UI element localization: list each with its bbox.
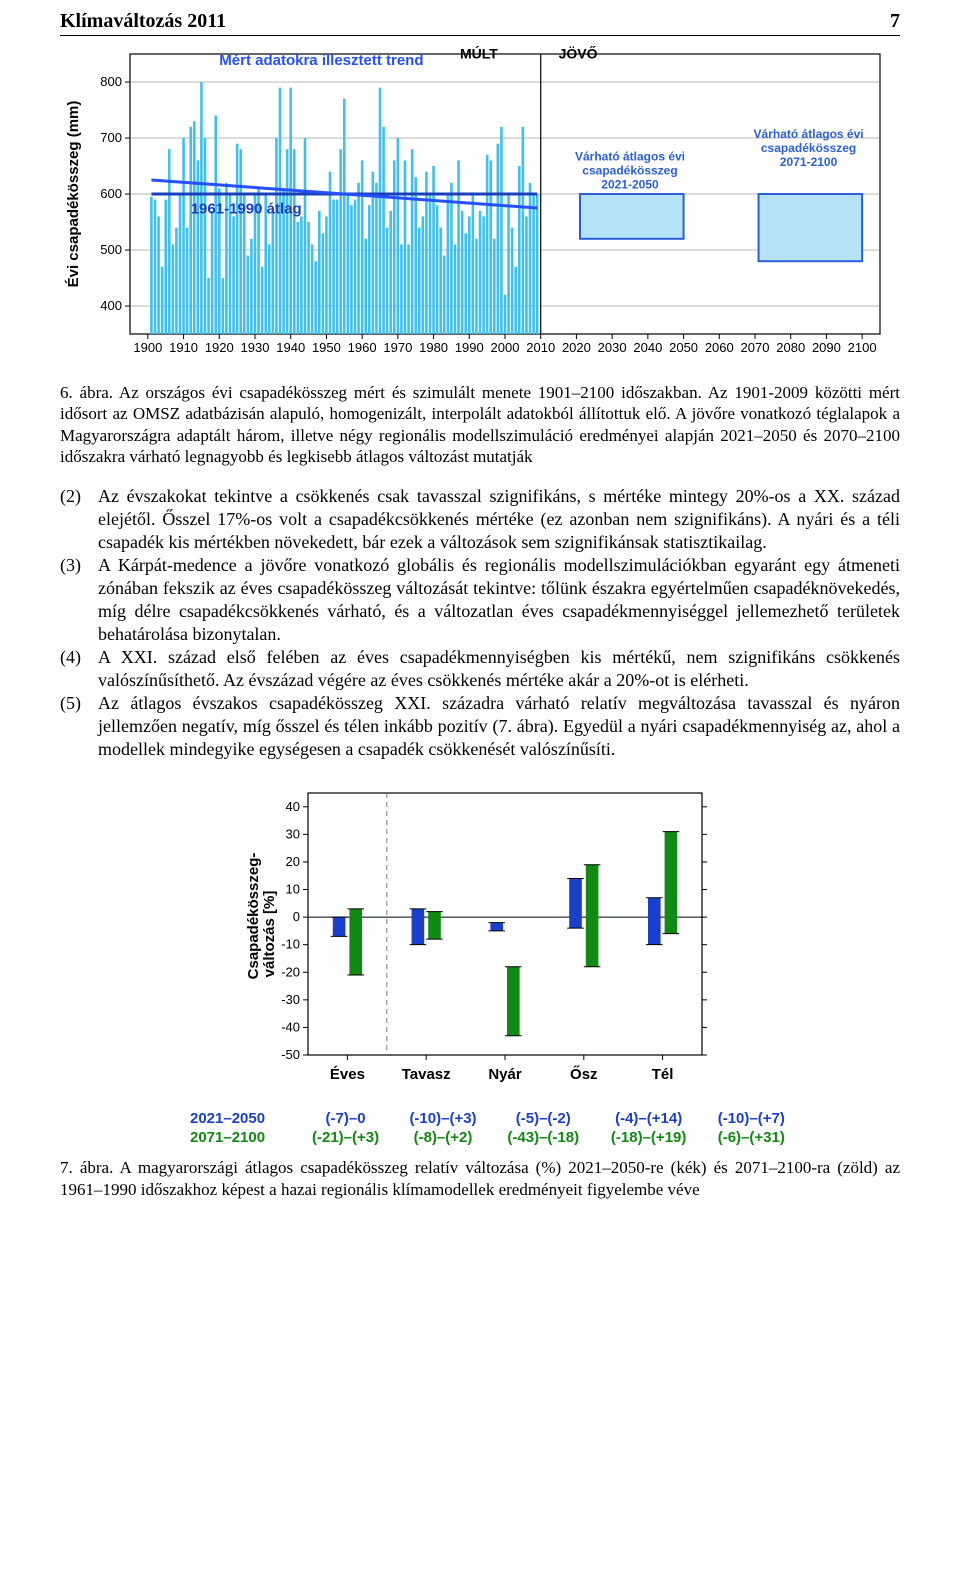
numbered-paragraph: (5)Az átlagos évszakos csapadékösszeg XX…	[60, 692, 900, 761]
svg-text:2050: 2050	[669, 340, 698, 355]
svg-text:20: 20	[286, 854, 300, 869]
svg-text:1990: 1990	[455, 340, 484, 355]
svg-text:400: 400	[100, 298, 122, 313]
range-row-label: 2021–2050	[160, 1109, 297, 1128]
svg-text:Tavasz: Tavasz	[402, 1066, 451, 1083]
svg-text:2000: 2000	[491, 340, 520, 355]
svg-text:1910: 1910	[169, 340, 198, 355]
svg-text:2070: 2070	[741, 340, 770, 355]
svg-text:MÚLT: MÚLT	[460, 44, 498, 61]
numbered-paragraph: (2)Az évszakokat tekintve a csökkenés cs…	[60, 485, 900, 554]
range-row: 2021–2050(-7)–0(-10)–(+3)(-5)–(-2)(-4)–(…	[160, 1109, 800, 1128]
svg-text:2071-2100: 2071-2100	[780, 155, 838, 169]
svg-text:1970: 1970	[383, 340, 412, 355]
precipitation-timeseries-chart: 400 500 600 700 800 1900 1910 1920 1930 1940 1950 1…	[60, 44, 900, 374]
svg-text:Tél: Tél	[652, 1066, 674, 1083]
svg-text:-30: -30	[281, 992, 300, 1007]
svg-text:2080: 2080	[776, 340, 805, 355]
svg-text:Éves: Éves	[330, 1066, 365, 1083]
figure-7-caption: 7. ábra. A magyarországi átlagos csapadé…	[60, 1157, 900, 1200]
range-cell: (-4)–(+14)	[595, 1109, 703, 1128]
svg-text:csapadékösszeg: csapadékösszeg	[761, 141, 856, 155]
svg-text:1960: 1960	[348, 340, 377, 355]
svg-text:30: 30	[286, 827, 300, 842]
svg-text:600: 600	[100, 186, 122, 201]
range-cell: (-18)–(+19)	[595, 1128, 703, 1147]
header-title: Klímaváltozás 2011	[60, 10, 226, 33]
main-body-text: (2)Az évszakokat tekintve a csökkenés cs…	[60, 485, 900, 761]
svg-text:2030: 2030	[598, 340, 627, 355]
numbered-paragraph: (3)A Kárpát-medence a jövőre vonatkozó g…	[60, 554, 900, 646]
range-row: 2071–2100(-21)–(+3)(-8)–(+2)(-43)–(-18)(…	[160, 1128, 800, 1147]
svg-text:40: 40	[286, 799, 300, 814]
range-row-label: 2071–2100	[160, 1128, 297, 1147]
svg-text:JÖVŐ: JÖVŐ	[559, 44, 598, 61]
seasonal-range-table: 2021–2050(-7)–0(-10)–(+3)(-5)–(-2)(-4)–(…	[160, 1109, 800, 1147]
svg-text:500: 500	[100, 242, 122, 257]
svg-text:Várható átlagos évi: Várható átlagos évi	[575, 149, 685, 163]
range-cell: (-10)–(+3)	[394, 1109, 491, 1128]
svg-text:-50: -50	[281, 1047, 300, 1062]
svg-text:1940: 1940	[276, 340, 305, 355]
svg-text:0: 0	[293, 909, 300, 924]
svg-text:1980: 1980	[419, 340, 448, 355]
svg-text:2010: 2010	[526, 340, 555, 355]
svg-text:1930: 1930	[241, 340, 270, 355]
svg-text:2060: 2060	[705, 340, 734, 355]
svg-text:Mért adatokra illesztett trend: Mért adatokra illesztett trend	[219, 52, 423, 69]
svg-text:1900: 1900	[133, 340, 162, 355]
range-cell: (-43)–(-18)	[492, 1128, 595, 1147]
range-cell: (-8)–(+2)	[394, 1128, 491, 1147]
svg-text:változás [%]: változás [%]	[261, 891, 278, 978]
svg-text:Várható átlagos évi: Várható átlagos évi	[754, 127, 864, 141]
svg-text:Csapadékösszeg-: Csapadékösszeg-	[245, 853, 262, 980]
svg-text:Évi csapadékösszeg (mm): Évi csapadékösszeg (mm)	[65, 101, 82, 288]
svg-text:1920: 1920	[205, 340, 234, 355]
svg-text:10: 10	[286, 882, 300, 897]
paragraph-number: (4)	[60, 646, 98, 692]
svg-text:2100: 2100	[848, 340, 877, 355]
paragraph-text: A Kárpát-medence a jövőre vonatkozó glob…	[98, 554, 900, 646]
paragraph-text: Az átlagos évszakos csapadékösszeg XXI. …	[98, 692, 900, 761]
svg-text:-10: -10	[281, 937, 300, 952]
svg-text:1950: 1950	[312, 340, 341, 355]
paragraph-number: (2)	[60, 485, 98, 554]
svg-text:2021-2050: 2021-2050	[601, 177, 659, 191]
paragraph-number: (3)	[60, 554, 98, 646]
svg-text:2040: 2040	[633, 340, 662, 355]
seasonal-change-chart: -50 -40 -30 -20 -10 0 10 20 30 40 Éves Tavasz Nyár Ős…	[240, 783, 720, 1103]
figure-6-caption: 6. ábra. Az országos évi csapadékösszeg …	[60, 382, 900, 467]
page-number: 7	[890, 10, 900, 33]
range-cell: (-10)–(+7)	[703, 1109, 800, 1128]
numbered-paragraph: (4)A XXI. század első felében az éves cs…	[60, 646, 900, 692]
svg-text:2090: 2090	[812, 340, 841, 355]
range-cell: (-5)–(-2)	[492, 1109, 595, 1128]
page-header: Klímaváltozás 2011 7	[60, 10, 900, 36]
paragraph-text: Az évszakokat tekintve a csökkenés csak …	[98, 485, 900, 554]
svg-text:csapadékösszeg: csapadékösszeg	[582, 163, 677, 177]
svg-text:Nyár: Nyár	[488, 1066, 522, 1083]
paragraph-number: (5)	[60, 692, 98, 761]
svg-text:1961-1990 átlag: 1961-1990 átlag	[191, 201, 302, 218]
range-cell: (-6)–(+31)	[703, 1128, 800, 1147]
range-cell: (-21)–(+3)	[297, 1128, 394, 1147]
paragraph-text: A XXI. század első felében az éves csapa…	[98, 646, 900, 692]
svg-text:-40: -40	[281, 1020, 300, 1035]
svg-text:Ősz: Ősz	[570, 1065, 598, 1083]
svg-text:2020: 2020	[562, 340, 591, 355]
svg-text:-20: -20	[281, 965, 300, 980]
svg-text:800: 800	[100, 74, 122, 89]
range-cell: (-7)–0	[297, 1109, 394, 1128]
svg-text:700: 700	[100, 130, 122, 145]
